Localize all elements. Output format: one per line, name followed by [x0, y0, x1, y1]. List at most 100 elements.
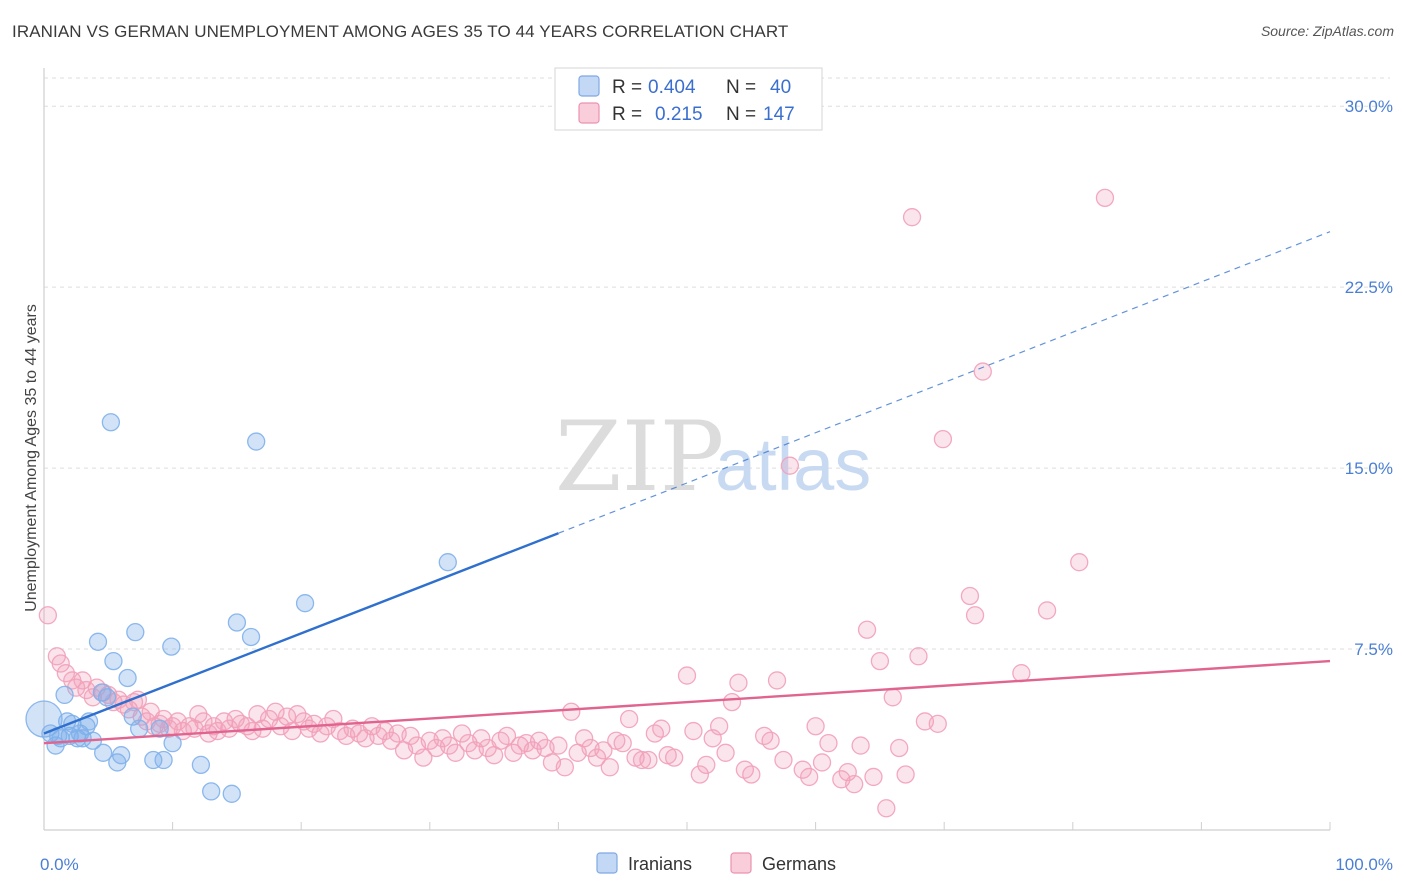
- point-iranians-18: [112, 746, 131, 765]
- point-germans-108: [677, 666, 697, 685]
- legend-r-value-germans: 0.215: [655, 104, 703, 125]
- legend-r-label-iranians: R =: [612, 77, 642, 98]
- watermark-atlas: atlas: [715, 423, 871, 506]
- trend-layer: [43, 231, 1331, 745]
- point-iranians-24: [150, 719, 169, 738]
- point-germans-0: [38, 606, 58, 625]
- point-germans-77: [472, 729, 491, 748]
- point-germans-139: [896, 765, 915, 784]
- legend-n-label-iranians: N =: [726, 77, 756, 98]
- y-tick-label-0: 7.5%: [1354, 640, 1393, 659]
- point-iranians-36: [101, 413, 121, 432]
- point-germans-105: [652, 719, 671, 738]
- point-germans-63: [382, 731, 401, 750]
- point-germans-124: [793, 760, 812, 779]
- point-germans-144: [933, 429, 953, 449]
- point-iranians-27: [163, 733, 182, 753]
- point-germans-147: [973, 362, 992, 381]
- point-germans-138: [890, 738, 909, 758]
- point-germans-126: [806, 717, 825, 736]
- source-label: Source: ZipAtlas.com: [1260, 23, 1394, 39]
- point-germans-109: [684, 721, 703, 741]
- bottom-legend-label-germans: Germans: [762, 854, 836, 874]
- point-germans-102: [632, 750, 652, 770]
- legend-bottom: Iranians Germans: [596, 852, 836, 874]
- point-germans-81: [497, 726, 517, 746]
- legend-n-label-germans: N =: [726, 104, 756, 125]
- point-germans-148: [1012, 664, 1031, 683]
- point-germans-48: [288, 705, 307, 724]
- legend-swatch-iranians: [578, 75, 600, 97]
- point-iranians-19: [118, 668, 137, 688]
- point-germans-136: [877, 799, 896, 818]
- trendline-iranians-extension: [558, 231, 1331, 534]
- point-germans-131: [845, 775, 864, 794]
- y-axis-label: Unemployment Among Ages 35 to 44 years: [23, 304, 40, 612]
- point-germans-134: [864, 767, 883, 787]
- point-germans-66: [401, 726, 420, 746]
- point-germans-110: [690, 765, 710, 784]
- point-germans-151: [1095, 188, 1115, 208]
- legend-r-value-iranians: 0.404: [648, 77, 696, 98]
- grid-layer: [44, 77, 1390, 650]
- point-iranians-31: [227, 613, 247, 632]
- point-germans-86: [529, 731, 549, 750]
- legend-top: R = 0.404 N = 40 R = 0.215 N = 147: [554, 67, 823, 131]
- chart-title: IRANIAN VS GERMAN UNEMPLOYMENT AMONG AGE…: [12, 22, 789, 41]
- y-tick-label-3: 30.0%: [1345, 97, 1393, 116]
- trendline-germans: [43, 659, 1331, 745]
- point-iranians-29: [202, 782, 221, 801]
- point-germans-45: [271, 717, 290, 736]
- bottom-legend-swatch-germans: [730, 852, 752, 874]
- legend-swatch-germans: [578, 102, 600, 124]
- point-germans-115: [722, 692, 742, 712]
- point-germans-6: [73, 671, 92, 690]
- point-iranians-0: [25, 700, 63, 738]
- points-layer: [25, 188, 1115, 818]
- point-iranians-14: [94, 743, 113, 762]
- point-iranians-23: [144, 750, 163, 770]
- point-germans-74: [452, 724, 472, 743]
- point-germans-2: [51, 654, 70, 673]
- point-iranians-28: [191, 755, 211, 775]
- axes-layer: [43, 68, 1331, 831]
- point-iranians-35: [438, 553, 457, 572]
- point-germans-3: [56, 664, 76, 683]
- y-tick-label-1: 15.0%: [1345, 459, 1393, 478]
- legend-n-value-iranians: 40: [770, 77, 791, 98]
- point-iranians-21: [126, 623, 145, 642]
- point-germans-8: [83, 688, 103, 707]
- point-germans-141: [909, 647, 928, 666]
- point-germans-26: [168, 712, 187, 731]
- point-germans-118: [742, 765, 761, 784]
- bottom-legend-swatch-iranians: [596, 852, 618, 874]
- point-germans-137: [883, 688, 902, 707]
- point-iranians-4: [55, 685, 74, 705]
- point-germans-145: [960, 586, 980, 606]
- point-iranians-15: [97, 688, 117, 707]
- point-germans-95: [587, 748, 607, 767]
- point-germans-113: [710, 717, 729, 736]
- bottom-legend-label-iranians: Iranians: [628, 854, 692, 874]
- point-iranians-25: [154, 750, 173, 770]
- point-germans-36: [220, 719, 239, 738]
- point-germans-133: [857, 620, 877, 639]
- point-germans-89: [549, 736, 568, 755]
- point-germans-149: [1037, 601, 1057, 620]
- point-germans-125: [800, 767, 819, 787]
- point-germans-82: [504, 743, 523, 762]
- point-iranians-33: [247, 432, 266, 451]
- point-iranians-22: [130, 719, 149, 738]
- watermark-zip: ZIP: [555, 401, 724, 513]
- point-germans-90: [555, 758, 574, 777]
- point-iranians-16: [104, 651, 123, 671]
- legend-n-value-germans: 147: [763, 104, 795, 125]
- point-germans-99: [613, 733, 632, 753]
- point-germans-132: [851, 736, 870, 755]
- point-germans-103: [639, 750, 658, 770]
- point-germans-123: [780, 456, 800, 475]
- point-iranians-12: [88, 632, 108, 651]
- point-germans-72: [439, 736, 459, 755]
- x-tick-label-1: 100.0%: [1335, 855, 1393, 874]
